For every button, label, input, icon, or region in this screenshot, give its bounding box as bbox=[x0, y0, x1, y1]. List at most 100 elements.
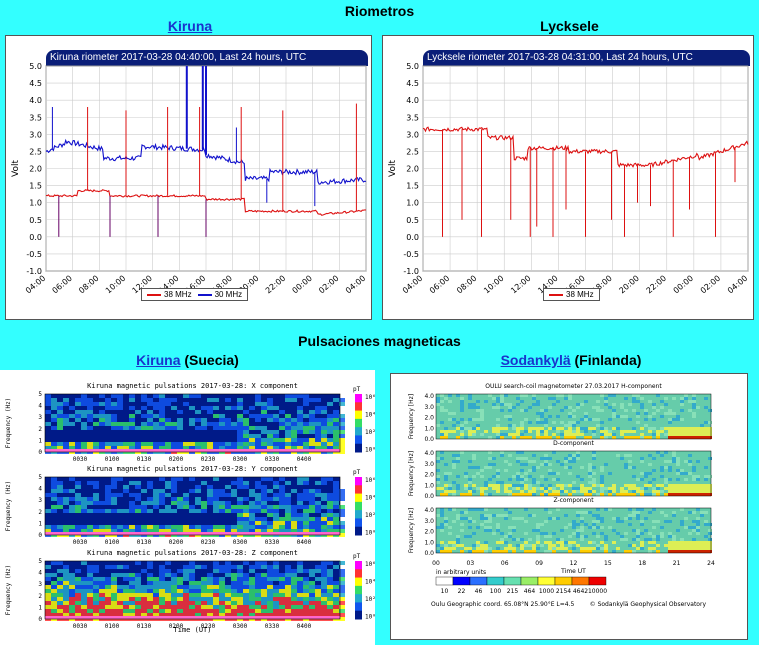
spectrogram-cell bbox=[452, 454, 456, 457]
y-tick-label: 3.5 bbox=[29, 113, 42, 122]
spectrogram-cell bbox=[291, 585, 297, 589]
spectrogram-cell bbox=[692, 493, 696, 496]
spectrogram-cell bbox=[147, 601, 153, 605]
spectrogram-cell bbox=[680, 427, 684, 430]
spectrogram-cell bbox=[556, 400, 560, 403]
y-tick-label: 2.5 bbox=[29, 147, 42, 156]
spectrogram-cell bbox=[440, 421, 444, 424]
spectrogram-cell bbox=[297, 565, 303, 569]
spectrogram-cell bbox=[177, 422, 183, 426]
spectrogram-cell bbox=[664, 487, 668, 490]
spectrogram-cell bbox=[327, 609, 333, 613]
spectrogram-cell bbox=[57, 605, 63, 609]
spectrogram-title: D-component bbox=[553, 440, 594, 447]
spectrogram-cell bbox=[159, 609, 165, 613]
spectrogram-cell bbox=[81, 410, 87, 414]
spectrogram-cell bbox=[267, 585, 273, 589]
spectrogram-cell bbox=[87, 442, 93, 446]
spectrogram-cell bbox=[680, 418, 684, 421]
spectrogram-cell bbox=[87, 609, 93, 613]
spectrogram-cell bbox=[544, 493, 548, 496]
spectrogram-cell bbox=[692, 406, 696, 409]
spectrogram-cell bbox=[279, 505, 285, 509]
spectrogram-cell bbox=[464, 436, 468, 439]
spectrogram-cell bbox=[576, 514, 580, 517]
spectrogram-cell bbox=[532, 397, 536, 400]
spectrogram-cell bbox=[333, 501, 339, 505]
spectrogram-cell bbox=[544, 436, 548, 439]
spectrogram-cell bbox=[273, 605, 279, 609]
kiruna-riometer-link[interactable]: Kiruna bbox=[167, 18, 213, 34]
spectrogram-cell bbox=[592, 454, 596, 457]
spectrogram-cell bbox=[584, 436, 588, 439]
spectrogram-cell bbox=[688, 490, 692, 493]
spectrogram-cell bbox=[636, 415, 640, 418]
scale-swatch bbox=[469, 576, 488, 586]
spectrogram-cell bbox=[243, 521, 249, 525]
spectrogram-cell bbox=[279, 609, 285, 613]
spectrogram-cell bbox=[652, 478, 656, 481]
spectrogram-cell bbox=[69, 529, 75, 533]
spectrogram-cell bbox=[159, 414, 165, 418]
spectrogram-cell bbox=[231, 577, 237, 581]
spectrogram-cell bbox=[636, 508, 640, 511]
spectrogram-cell bbox=[508, 403, 512, 406]
spectrogram-cell bbox=[540, 436, 544, 439]
spectrogram-cell bbox=[177, 477, 183, 481]
spectrogram-cell bbox=[504, 514, 508, 517]
spectrogram-cell bbox=[195, 525, 201, 529]
spectrogram-cell bbox=[135, 493, 141, 497]
spectrogram-cell bbox=[580, 547, 584, 550]
scale-swatch bbox=[537, 576, 556, 586]
spectrogram-cell bbox=[321, 581, 327, 585]
y-axis-label: Frequency [Hz] bbox=[408, 394, 415, 439]
spectrogram-cell bbox=[552, 544, 556, 547]
spectrogram-cell bbox=[267, 573, 273, 577]
spectrogram-cell bbox=[548, 493, 552, 496]
sodankyla-pulse-link[interactable]: Sodankylä bbox=[500, 352, 571, 368]
spectrogram-cell bbox=[460, 418, 464, 421]
spectrogram-cell bbox=[51, 589, 57, 593]
spectrogram-cell bbox=[333, 410, 339, 414]
spectrogram-cell bbox=[496, 529, 500, 532]
spectrogram-cell bbox=[692, 511, 696, 514]
spectrogram-title: Kiruna magnetic pulsations 2017-03-28: X… bbox=[87, 382, 298, 390]
spectrogram-cell bbox=[640, 541, 644, 544]
spectrogram-cell bbox=[708, 433, 712, 436]
spectrogram-cell bbox=[123, 509, 129, 513]
spectrogram-cell bbox=[237, 434, 243, 438]
spectrogram-cell bbox=[476, 466, 480, 469]
spectrogram-cell bbox=[496, 475, 500, 478]
spectrogram-cell bbox=[183, 493, 189, 497]
spectrogram-cell bbox=[75, 493, 81, 497]
kiruna-pulse-link[interactable]: Kiruna bbox=[136, 352, 181, 368]
spectrogram-cell bbox=[684, 550, 688, 553]
spectrogram-cell bbox=[69, 609, 75, 613]
spectrogram-cell bbox=[524, 478, 528, 481]
spectrogram-cell bbox=[249, 525, 255, 529]
spectrogram-cell bbox=[440, 406, 444, 409]
spectrogram-cell bbox=[327, 573, 333, 577]
spectrogram-cell bbox=[171, 446, 177, 450]
spectrogram-cell bbox=[532, 469, 536, 472]
spectrogram-cell bbox=[572, 547, 576, 550]
spectrogram-cell bbox=[177, 569, 183, 573]
spectrogram-cell bbox=[237, 513, 243, 517]
spectrogram-cell bbox=[552, 547, 556, 550]
spectrogram-cell bbox=[63, 398, 69, 402]
spectrogram-cell bbox=[448, 394, 452, 397]
scale-swatch bbox=[520, 576, 539, 586]
spectrogram-cell bbox=[327, 414, 333, 418]
spectrogram-cell bbox=[668, 466, 672, 469]
spectrogram-cell bbox=[516, 397, 520, 400]
spectrogram-cell bbox=[123, 593, 129, 597]
spectrogram-cell bbox=[452, 424, 456, 427]
spectrogram-cell bbox=[544, 418, 548, 421]
spectrogram-cell bbox=[508, 511, 512, 514]
spectrogram-cell bbox=[321, 438, 327, 442]
spectrogram-cell bbox=[153, 493, 159, 497]
spectrogram-cell bbox=[520, 421, 524, 424]
spectrogram-cell bbox=[333, 613, 339, 617]
spectrogram-cell bbox=[476, 544, 480, 547]
spectrogram-cell bbox=[171, 585, 177, 589]
